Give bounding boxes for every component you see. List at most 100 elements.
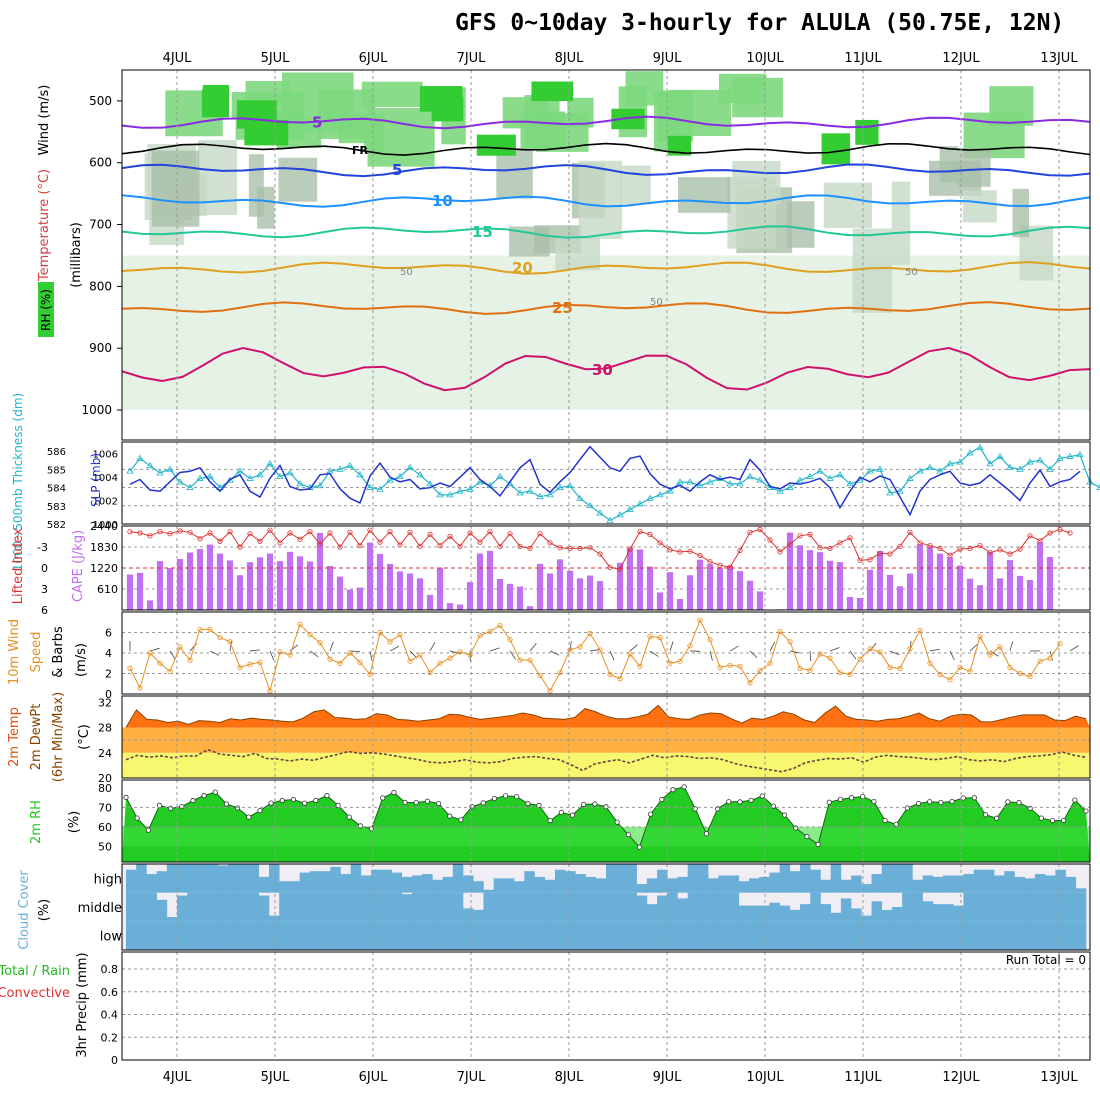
wind-speed-point bbox=[697, 617, 703, 623]
rh-fill-mid bbox=[678, 177, 731, 213]
cloud-bar-middle bbox=[994, 892, 1005, 922]
cloud-bar-middle bbox=[606, 892, 617, 922]
cloud-bar-low bbox=[1075, 921, 1087, 950]
cape-bar bbox=[716, 567, 724, 610]
rh-fill-mid bbox=[151, 150, 200, 227]
cloud-bar-high bbox=[503, 878, 515, 893]
cloud-bar-middle bbox=[963, 892, 974, 922]
thickness-point bbox=[426, 480, 434, 487]
thickness-point bbox=[976, 443, 984, 450]
cape-bar bbox=[126, 574, 134, 610]
cloud-bar-high bbox=[1045, 875, 1056, 893]
cloud-bar-low bbox=[268, 921, 280, 950]
cloud-bar-low bbox=[544, 921, 556, 950]
cloud-bar-high bbox=[136, 864, 147, 893]
thickness-point bbox=[366, 483, 374, 490]
rh2m-point bbox=[514, 793, 520, 800]
li-point bbox=[137, 530, 143, 536]
cape-bar bbox=[616, 562, 624, 610]
cape-bar bbox=[276, 561, 284, 610]
cloud-bar-high bbox=[646, 878, 658, 893]
x-tick-label-bottom: 6JUL bbox=[359, 1070, 389, 1085]
wind-speed-point bbox=[277, 649, 283, 655]
thickness-point bbox=[546, 491, 554, 498]
cape-bar bbox=[326, 565, 334, 610]
cloud-bar-low bbox=[401, 921, 413, 950]
cape-bar bbox=[176, 559, 184, 610]
thickness-point bbox=[1076, 450, 1084, 458]
y-tick-label-rh2m: 60 bbox=[98, 821, 112, 834]
li-point bbox=[827, 545, 833, 552]
y-tick-label-temp: 20 bbox=[98, 772, 112, 785]
x-tick-label-bottom: 13JUL bbox=[1040, 1070, 1078, 1085]
wind-speed-point bbox=[687, 643, 693, 649]
cloud-bar-low bbox=[983, 921, 995, 950]
wind-speed-point bbox=[437, 660, 443, 666]
cloud-bar-middle bbox=[514, 892, 525, 922]
li-point bbox=[317, 541, 323, 547]
wind-speed-point bbox=[547, 688, 553, 694]
cloud-bar-low bbox=[953, 921, 964, 950]
cloud-bar-middle bbox=[401, 894, 413, 922]
cloud-bar-middle bbox=[1024, 892, 1036, 922]
y-tick-label-thickness: 584 bbox=[47, 484, 66, 495]
li-point bbox=[537, 531, 543, 537]
thickness-point bbox=[936, 467, 944, 474]
rh2m-point bbox=[581, 801, 587, 808]
cloud-bar-middle bbox=[943, 904, 954, 922]
li-point bbox=[867, 556, 873, 563]
li-point bbox=[947, 552, 953, 559]
y-tick-label-pressure: 700 bbox=[89, 218, 112, 232]
wind-speed-point bbox=[337, 660, 343, 666]
wind-speed-point bbox=[497, 622, 503, 628]
rh2m-point bbox=[145, 827, 151, 833]
wind-speed-point bbox=[507, 637, 513, 643]
series-temp bbox=[125, 704, 1087, 728]
wind-speed-point bbox=[597, 647, 603, 653]
cloud-bar-high bbox=[800, 864, 811, 893]
cloud-bar-low bbox=[493, 921, 505, 950]
cloud-bar-low bbox=[371, 921, 382, 950]
cape-bar bbox=[346, 589, 354, 610]
cloud-bar-middle bbox=[473, 909, 484, 922]
wind-barb bbox=[169, 650, 176, 660]
cloud-bar-middle bbox=[309, 892, 321, 922]
cloud-bar-middle bbox=[279, 892, 290, 922]
cloud-bar-low bbox=[360, 921, 372, 950]
rh2m-point bbox=[871, 798, 877, 805]
rh2m-point bbox=[893, 821, 899, 827]
cape-bar bbox=[906, 573, 914, 610]
wind-speed-point bbox=[657, 635, 663, 641]
isotherm-FR bbox=[121, 142, 1091, 156]
thickness-point bbox=[1026, 458, 1034, 465]
li-point bbox=[497, 543, 503, 549]
y-tick-label-pressure: 1000 bbox=[81, 403, 112, 417]
y-axis-label-cloud-cover: Cloud Cover bbox=[17, 870, 32, 950]
cloud-bar-high bbox=[851, 875, 862, 893]
cloud-bar-middle bbox=[350, 892, 362, 922]
y-axis-label-2m-rh: 2m RH bbox=[29, 800, 44, 844]
cape-bar bbox=[826, 560, 834, 610]
cloud-bar-low bbox=[1024, 921, 1036, 950]
cape-bar bbox=[186, 552, 194, 610]
li-point bbox=[1047, 530, 1053, 536]
cloud-bar-high bbox=[381, 869, 392, 893]
cloud-bar-high bbox=[473, 881, 484, 893]
cloud-bar-high bbox=[483, 889, 494, 893]
series-dewpt bbox=[125, 748, 1087, 773]
li-point bbox=[357, 542, 363, 549]
thickness-point bbox=[896, 487, 904, 494]
rh-fill-mid bbox=[939, 146, 958, 183]
rh-fill-saturated bbox=[821, 133, 851, 165]
li-point bbox=[567, 545, 573, 552]
rh-fill-mid bbox=[1012, 188, 1029, 238]
thickness-point bbox=[576, 494, 584, 501]
cloud-bar-low bbox=[452, 921, 464, 950]
rh2m-point bbox=[346, 814, 352, 820]
isotherm-30 bbox=[121, 347, 1091, 392]
cloud-bar-high bbox=[524, 871, 535, 893]
cloud-bar-low bbox=[912, 921, 923, 950]
cape-bar bbox=[726, 565, 734, 610]
thickness-point bbox=[1006, 463, 1014, 470]
